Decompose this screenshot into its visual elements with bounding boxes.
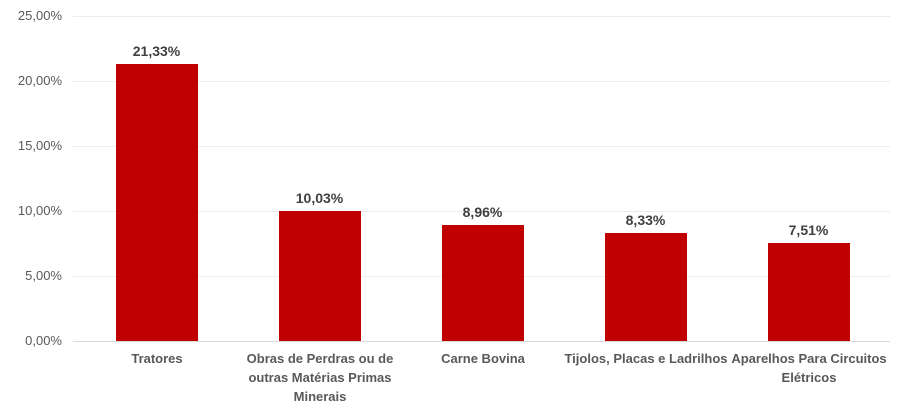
gridline bbox=[73, 16, 890, 17]
bar-value-label: 8,96% bbox=[462, 204, 503, 220]
bar-3 bbox=[441, 225, 524, 341]
bar-slot: 10,03% bbox=[238, 16, 401, 341]
y-axis-tick-label: 20,00% bbox=[17, 73, 62, 88]
y-axis-tick-label: 5,00% bbox=[25, 268, 62, 283]
x-axis-category-label: Aparelhos Para Circuitos Elétricos bbox=[731, 351, 887, 385]
gridline bbox=[73, 81, 890, 82]
bar-value-label: 7,51% bbox=[788, 222, 829, 238]
gridline bbox=[73, 211, 890, 212]
bar-value-label: 8,33% bbox=[625, 212, 666, 228]
y-axis-tick-label: 15,00% bbox=[17, 138, 62, 153]
bar-slot: 21,33% bbox=[75, 16, 238, 341]
x-axis-category-label: Obras de Perdras ou de outras Matérias P… bbox=[246, 351, 394, 404]
x-axis-category-label: Tratores bbox=[131, 351, 183, 366]
bar-slot: 7,51% bbox=[727, 16, 890, 341]
y-axis-tick-label: 0,00% bbox=[25, 333, 62, 348]
bar-slot: 8,96% bbox=[401, 16, 564, 341]
bar-value-label: 10,03% bbox=[295, 190, 344, 206]
gridline bbox=[73, 146, 890, 147]
bar-1 bbox=[115, 64, 198, 341]
plot-area: 21,33% 10,03% 8,96% 8,33% 7,51% bbox=[73, 16, 890, 342]
y-axis-tick-label: 10,00% bbox=[17, 203, 62, 218]
bar-slot: 8,33% bbox=[564, 16, 727, 341]
gridline bbox=[73, 341, 890, 342]
y-axis-tick-label: 25,00% bbox=[17, 8, 62, 23]
bar-2 bbox=[278, 211, 361, 341]
bar-5 bbox=[767, 243, 850, 341]
bar-4 bbox=[604, 233, 687, 341]
bar-value-label: 21,33% bbox=[132, 43, 181, 59]
x-axis-category-label: Carne Bovina bbox=[441, 351, 525, 366]
x-axis-category-label: Tijolos, Placas e Ladrilhos bbox=[564, 351, 728, 366]
